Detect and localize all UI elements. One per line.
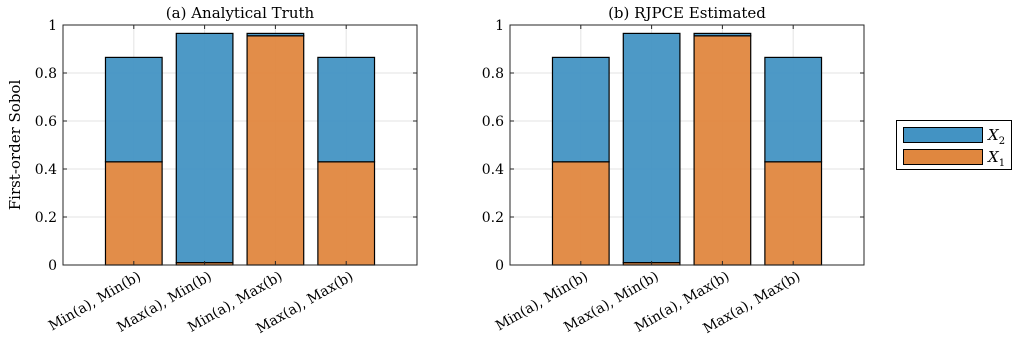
y-tick-label-1-4: 0.8 xyxy=(482,66,504,82)
chart-title-1: (b) RJPCE Estimated xyxy=(608,4,766,22)
y-tick-label-1-1: 0.2 xyxy=(482,210,504,226)
bar-1-x2-2 xyxy=(693,32,752,37)
legend-entry-x2: X2 xyxy=(903,126,1007,147)
chart-title-0: (a) Analytical Truth xyxy=(166,4,315,22)
axes-frame-1 xyxy=(509,24,865,266)
bar-0-x1-2 xyxy=(246,35,305,266)
y-tick-label-1-0: 0 xyxy=(495,258,504,274)
y-tick-label-0-3: 0.6 xyxy=(35,114,57,130)
bar-1-x1-0 xyxy=(551,161,610,266)
axes-frame-0 xyxy=(62,24,418,266)
bar-0-x1-3 xyxy=(317,161,376,266)
bar-0-x2-3 xyxy=(317,56,376,163)
y-tick-label-0-2: 0.4 xyxy=(35,162,57,178)
y-tick-label-1-5: 1 xyxy=(495,18,504,34)
y-tick-label-0-4: 0.8 xyxy=(35,66,57,82)
bar-1-x1-2 xyxy=(693,35,752,266)
y-tick-label-1-3: 0.6 xyxy=(482,114,504,130)
legend-label-x1: X1 xyxy=(988,148,1006,169)
y-tick-label-0-5: 1 xyxy=(48,18,57,34)
bar-0-x2-2 xyxy=(246,32,305,37)
legend-swatch-x2 xyxy=(903,127,983,143)
bar-0-x1-0 xyxy=(104,161,163,266)
bar-1-x1-3 xyxy=(764,161,823,266)
bar-1-x2-1 xyxy=(622,32,681,264)
y-tick-label-1-2: 0.4 xyxy=(482,162,504,178)
y-tick-label-0-1: 0.2 xyxy=(35,210,57,226)
bar-0-x2-0 xyxy=(104,56,163,163)
bar-0-x2-1 xyxy=(175,32,234,264)
legend-label-x2: X2 xyxy=(988,126,1006,147)
legend: X2 X1 xyxy=(896,120,1012,170)
legend-entry-x1: X1 xyxy=(903,148,1007,169)
bar-1-x2-3 xyxy=(764,56,823,163)
y-tick-label-0-0: 0 xyxy=(48,258,57,274)
bar-1-x2-0 xyxy=(551,56,610,163)
legend-swatch-x1 xyxy=(903,149,983,165)
y-axis-label: First-order Sobol xyxy=(6,80,24,211)
